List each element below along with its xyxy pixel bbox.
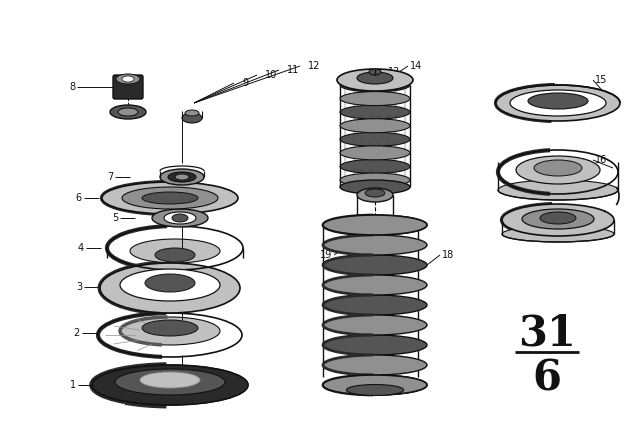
Ellipse shape — [534, 160, 582, 176]
Ellipse shape — [152, 209, 208, 227]
Ellipse shape — [145, 274, 195, 292]
Ellipse shape — [340, 78, 410, 92]
Ellipse shape — [140, 372, 200, 388]
Text: 18: 18 — [442, 250, 454, 260]
Ellipse shape — [323, 375, 427, 395]
Ellipse shape — [323, 375, 427, 395]
Text: 10: 10 — [265, 70, 277, 80]
Ellipse shape — [340, 146, 410, 160]
Ellipse shape — [340, 91, 410, 106]
Ellipse shape — [357, 188, 393, 202]
Text: 9: 9 — [242, 78, 248, 88]
Ellipse shape — [323, 355, 427, 375]
Ellipse shape — [130, 239, 220, 263]
Text: 6: 6 — [76, 193, 82, 203]
Ellipse shape — [323, 215, 427, 235]
Ellipse shape — [110, 105, 146, 119]
Ellipse shape — [118, 108, 138, 116]
Ellipse shape — [357, 72, 393, 84]
Ellipse shape — [102, 182, 238, 214]
Ellipse shape — [340, 180, 410, 194]
Text: 7: 7 — [107, 172, 113, 182]
Ellipse shape — [528, 93, 588, 109]
Ellipse shape — [323, 235, 427, 255]
Text: 6: 6 — [532, 358, 562, 400]
Text: 13: 13 — [388, 67, 400, 77]
Ellipse shape — [182, 113, 202, 123]
Ellipse shape — [323, 215, 427, 235]
Ellipse shape — [502, 204, 614, 236]
Text: 8: 8 — [69, 82, 75, 92]
Text: 15: 15 — [595, 75, 607, 85]
Ellipse shape — [340, 119, 410, 133]
Ellipse shape — [340, 132, 410, 146]
Ellipse shape — [340, 159, 410, 173]
Ellipse shape — [323, 275, 427, 295]
Ellipse shape — [337, 69, 413, 91]
Text: 19: 19 — [320, 250, 332, 260]
Ellipse shape — [502, 226, 614, 242]
Ellipse shape — [323, 295, 427, 315]
Ellipse shape — [340, 105, 410, 119]
Ellipse shape — [172, 214, 188, 222]
Ellipse shape — [142, 192, 198, 204]
Ellipse shape — [168, 172, 196, 182]
Text: 11: 11 — [287, 65, 300, 75]
Ellipse shape — [496, 85, 620, 121]
Ellipse shape — [323, 335, 427, 355]
Ellipse shape — [120, 317, 220, 345]
Text: 12: 12 — [308, 61, 321, 71]
Ellipse shape — [155, 248, 195, 262]
Ellipse shape — [540, 212, 576, 224]
Text: 31: 31 — [518, 313, 576, 355]
Ellipse shape — [185, 110, 199, 116]
Ellipse shape — [115, 369, 225, 395]
Ellipse shape — [164, 212, 196, 224]
Ellipse shape — [122, 76, 134, 82]
Ellipse shape — [510, 90, 606, 116]
Ellipse shape — [369, 69, 381, 75]
Ellipse shape — [522, 209, 594, 229]
Text: 1: 1 — [70, 380, 76, 390]
Ellipse shape — [340, 173, 410, 187]
FancyBboxPatch shape — [113, 75, 143, 99]
Text: 5: 5 — [112, 213, 118, 223]
Text: 14: 14 — [410, 61, 422, 71]
Ellipse shape — [92, 365, 248, 405]
Ellipse shape — [100, 263, 240, 313]
Text: 4: 4 — [78, 243, 84, 253]
Ellipse shape — [498, 180, 618, 200]
Ellipse shape — [122, 187, 218, 209]
Ellipse shape — [175, 174, 189, 180]
Ellipse shape — [516, 156, 600, 184]
Ellipse shape — [120, 269, 220, 301]
Ellipse shape — [160, 169, 204, 185]
Text: 3: 3 — [76, 282, 82, 292]
Ellipse shape — [142, 320, 198, 336]
Ellipse shape — [323, 255, 427, 275]
Ellipse shape — [116, 74, 140, 84]
Ellipse shape — [346, 384, 404, 396]
Text: 17: 17 — [595, 210, 607, 220]
Text: 16: 16 — [595, 155, 607, 165]
Ellipse shape — [323, 315, 427, 335]
Ellipse shape — [365, 189, 385, 197]
Text: 2: 2 — [74, 328, 80, 338]
